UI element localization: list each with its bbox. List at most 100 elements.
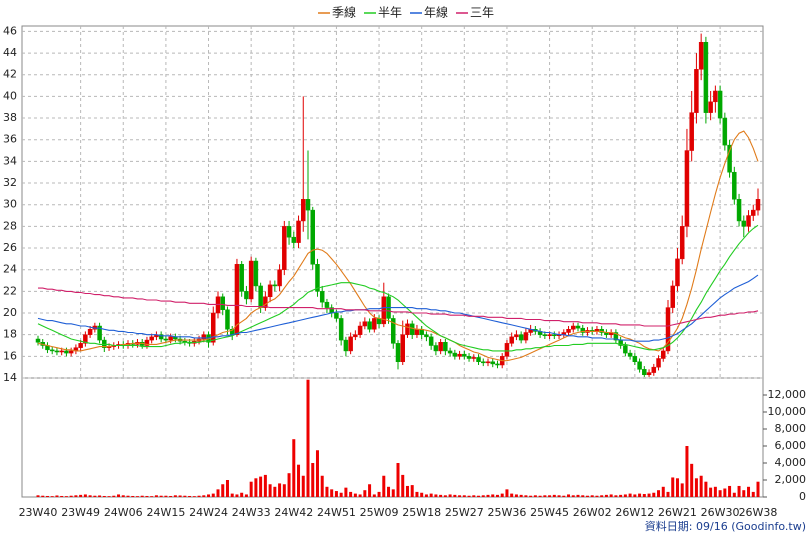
candle-body: [623, 345, 628, 354]
plot-frame: [21, 25, 764, 498]
x-tick-label: 25W45: [530, 506, 569, 519]
x-tick-label: 25W09: [360, 506, 399, 519]
legend-label: 季線: [332, 5, 356, 20]
volume-bar: [225, 480, 229, 497]
volume-bar: [88, 495, 92, 497]
volume-bar: [709, 487, 713, 497]
volume-bar: [614, 495, 618, 497]
candle-body: [239, 264, 244, 292]
x-tick-label: 26W30: [701, 506, 740, 519]
volume-bar: [320, 475, 324, 497]
volume-bar: [121, 495, 125, 497]
candle-body: [149, 336, 154, 341]
volume-bar: [164, 495, 168, 497]
volume-bar: [41, 495, 45, 497]
candle-body: [348, 336, 353, 352]
ma-line: [38, 287, 759, 327]
candle-body: [97, 325, 102, 341]
volume-bar: [723, 488, 727, 497]
candle-body: [353, 334, 358, 338]
volume-bar: [604, 494, 608, 497]
volume-bar: [718, 490, 722, 497]
candle-body: [433, 345, 439, 352]
volume-bar: [557, 495, 561, 497]
candle-body: [703, 41, 709, 113]
volume-bar: [576, 494, 580, 497]
volume-bar: [230, 493, 234, 497]
legend-label: 半年: [378, 6, 402, 20]
ma-line: [37, 130, 759, 362]
volume-bar: [533, 495, 537, 497]
volume-bar: [396, 463, 400, 497]
candle-body: [490, 361, 495, 365]
volume-bar: [529, 495, 533, 497]
volume-bar: [377, 491, 381, 497]
volume-bar: [585, 495, 589, 497]
volume-bar: [83, 494, 87, 497]
candle-body: [679, 226, 685, 260]
candle-body: [372, 318, 377, 330]
candle-body: [253, 260, 259, 287]
candle-body: [661, 350, 666, 359]
volume-bar: [107, 496, 111, 497]
volume-bar: [211, 493, 215, 497]
candle-body: [717, 90, 723, 119]
volume-bar: [628, 493, 632, 497]
candle-body: [343, 339, 349, 352]
volume-bar: [173, 495, 177, 497]
candle-body: [54, 350, 60, 353]
candle-body: [301, 199, 306, 222]
candle-body: [395, 343, 401, 363]
volume-bar: [747, 486, 751, 497]
volume-bar: [429, 493, 433, 497]
volume-bar: [410, 485, 414, 497]
volume-bar: [287, 473, 291, 497]
volume-bar: [443, 495, 447, 497]
volume-bar: [60, 495, 64, 497]
volume-bar: [647, 493, 651, 497]
volume-bar: [391, 489, 395, 497]
candle-body: [523, 332, 529, 341]
volume-bar: [339, 492, 343, 497]
candle-body: [466, 356, 472, 359]
volume-bar: [183, 495, 187, 497]
candle-body: [324, 301, 330, 308]
volume-bar: [543, 495, 547, 497]
volume-tick-label: 12,000: [768, 388, 807, 401]
candle-body: [305, 199, 311, 211]
candle-body: [651, 366, 657, 373]
candle-body: [746, 215, 751, 227]
volume-bar: [140, 495, 144, 497]
volume-bar: [519, 494, 523, 497]
volume-bar: [45, 495, 49, 497]
candle-body: [732, 171, 737, 200]
volume-bar: [306, 379, 310, 497]
candle-body: [158, 334, 164, 340]
volume-bar: [439, 494, 443, 497]
candle-body: [87, 329, 93, 335]
candle-body: [286, 226, 292, 238]
candle-body: [675, 258, 680, 287]
candle-body: [59, 350, 64, 353]
candle-body: [163, 338, 169, 341]
candle-body: [168, 336, 173, 341]
volume-bar: [552, 494, 556, 497]
volume-bar: [486, 494, 490, 497]
volume-bar: [292, 439, 296, 497]
candle-body: [670, 285, 675, 308]
volume-bar: [98, 495, 102, 497]
volume-bar: [737, 485, 741, 497]
volume-bar: [311, 463, 315, 497]
candle-body: [201, 334, 207, 340]
candle-body: [263, 296, 268, 308]
volume-bar: [268, 484, 272, 497]
legend-label: 年線: [424, 5, 448, 20]
volume-bar: [150, 496, 154, 497]
candle-body: [220, 296, 225, 311]
volume-bar: [571, 495, 575, 497]
volume-bar: [477, 495, 481, 497]
candle-body: [438, 342, 443, 352]
volume-bar: [458, 495, 462, 497]
volume-bar: [117, 494, 121, 497]
candle-body: [755, 199, 761, 211]
